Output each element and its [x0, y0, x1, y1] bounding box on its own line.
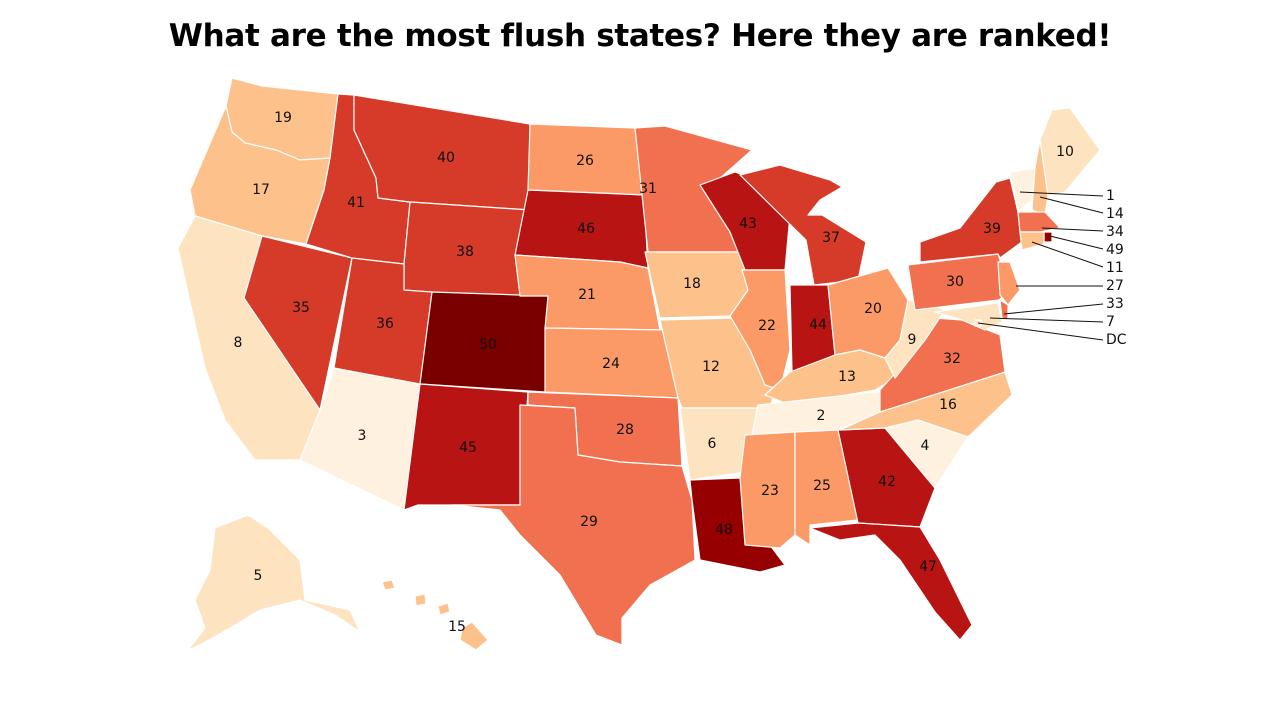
state-CT [1019, 231, 1045, 251]
rank-label-NY: 39 [983, 221, 1001, 237]
rank-label-ME: 10 [1056, 144, 1074, 160]
state-VT [1009, 167, 1036, 213]
leader-DE [1003, 303, 1104, 315]
leader-MA [1041, 227, 1104, 232]
callout-label-VT: 1 [1106, 188, 1115, 204]
leader-MD [989, 317, 1104, 323]
state-AZ [299, 367, 421, 511]
leader-VT [1019, 191, 1104, 197]
leader-CT [1031, 241, 1104, 268]
state-MD [934, 302, 1003, 331]
rank-label-AZ: 3 [358, 428, 367, 444]
rank-label-SC: 4 [921, 438, 930, 454]
leader-DC [977, 322, 1104, 341]
rank-label-ID: 41 [347, 195, 365, 211]
rank-label-MI: 37 [822, 230, 840, 246]
rank-label-FL: 47 [919, 559, 937, 575]
state-MA [1017, 211, 1061, 233]
rank-label-NC: 16 [939, 397, 957, 413]
state-FL [809, 522, 973, 641]
rank-label-VA: 32 [943, 351, 961, 367]
state-MI [739, 164, 867, 286]
rank-label-AK: 5 [254, 568, 263, 584]
rank-label-OK: 28 [616, 422, 634, 438]
state-AK [187, 514, 361, 651]
rank-label-NV: 35 [292, 300, 310, 316]
rank-label-PA: 30 [946, 274, 964, 290]
rank-label-TX: 29 [580, 514, 598, 530]
rank-label-WI: 43 [739, 216, 757, 232]
rank-label-CA: 8 [234, 335, 243, 351]
rank-label-KY: 13 [838, 369, 856, 385]
state-NC [839, 371, 1013, 438]
rank-label-HI: 15 [448, 619, 466, 635]
rank-label-WA: 19 [274, 110, 292, 126]
rank-label-OR: 17 [252, 182, 270, 198]
state-RI [1043, 231, 1053, 243]
state-NJ [997, 261, 1021, 306]
state-HI-islands [381, 579, 396, 591]
rank-label-MS: 23 [761, 483, 779, 499]
rank-label-IN: 44 [809, 317, 827, 333]
map-title: What are the most flush states? Here the… [168, 18, 1112, 54]
leader-RI [1049, 235, 1104, 250]
callout-label-CT: 11 [1106, 260, 1124, 276]
rank-label-IL: 22 [758, 318, 776, 334]
rank-label-WY: 38 [456, 244, 474, 260]
rank-label-TN: 2 [817, 408, 826, 424]
rank-label-CO: 50 [479, 337, 497, 353]
rank-label-WV: 9 [908, 332, 917, 348]
rank-label-GA: 42 [878, 474, 896, 490]
rank-label-SD: 46 [577, 221, 595, 237]
state-DE [999, 299, 1009, 321]
rank-label-MT: 40 [437, 150, 455, 166]
state-NH [1031, 139, 1049, 216]
rank-label-MN: 31 [639, 181, 657, 197]
state-HI-islands-3 [437, 602, 451, 616]
rank-label-KS: 24 [602, 356, 620, 372]
rank-label-ND: 26 [576, 153, 594, 169]
rank-label-OH: 20 [864, 301, 882, 317]
rank-label-LA: 48 [715, 522, 733, 538]
leader-NH [1039, 196, 1104, 214]
callout-label-NH: 14 [1106, 206, 1124, 222]
rank-label-NE: 21 [578, 287, 596, 303]
rank-label-IA: 18 [683, 276, 701, 292]
callout-label-NJ: 27 [1106, 278, 1124, 294]
rank-label-AL: 25 [813, 478, 831, 494]
rank-label-AR: 6 [708, 436, 717, 452]
callout-label-DE: 33 [1106, 296, 1124, 312]
state-HI [459, 621, 489, 651]
callout-label-MA: 34 [1106, 224, 1124, 240]
state-TX [451, 404, 696, 646]
callout-label-DC: DC [1106, 332, 1127, 348]
callout-label-RI: 49 [1106, 242, 1124, 258]
rank-label-NM: 45 [459, 440, 477, 456]
state-IL [729, 269, 791, 391]
callout-label-MD: 7 [1106, 314, 1115, 330]
rank-label-UT: 36 [376, 316, 394, 332]
state-HI-islands-2 [414, 593, 427, 607]
rank-label-MO: 12 [702, 359, 720, 375]
